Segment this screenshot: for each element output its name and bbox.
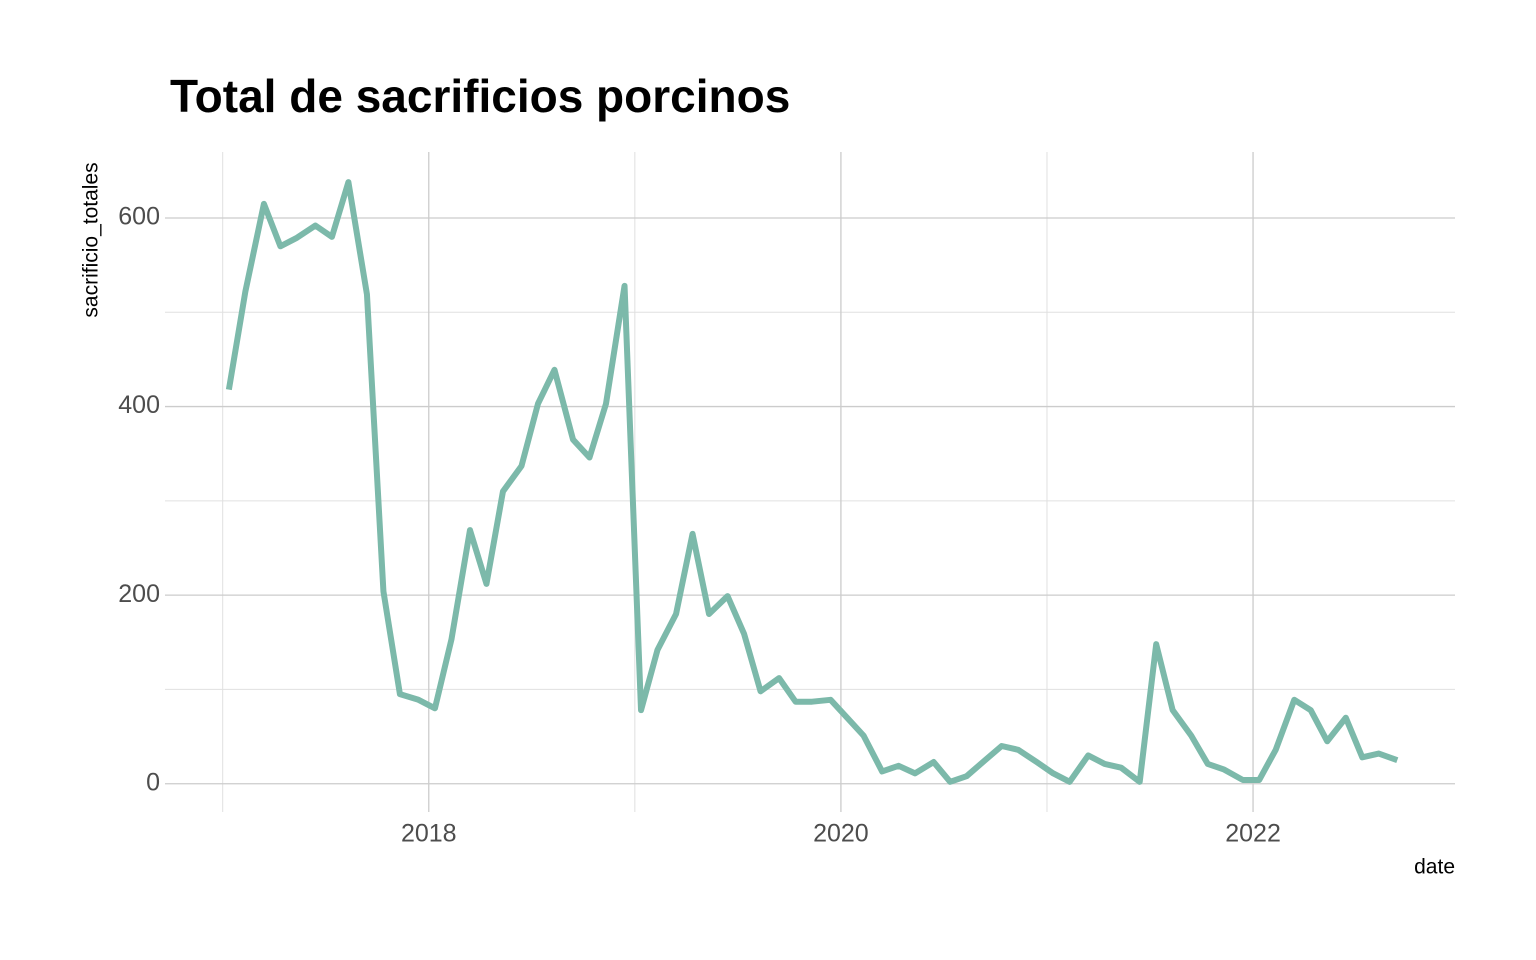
y-tick-label: 200 xyxy=(118,580,160,608)
y-axis-label: sacrificio_totales xyxy=(80,162,103,317)
y-tick-label: 600 xyxy=(118,203,160,231)
y-tick-label: 0 xyxy=(146,768,160,796)
data-line xyxy=(225,179,1399,785)
x-tick-label: 2022 xyxy=(1225,820,1281,848)
y-tick-label: 400 xyxy=(118,391,160,419)
chart-title: Total de sacrificios porcinos xyxy=(170,70,790,122)
x-tick-label: 2020 xyxy=(813,820,869,848)
x-axis-label: date xyxy=(1414,856,1455,879)
x-tick-label: 2018 xyxy=(401,820,457,848)
